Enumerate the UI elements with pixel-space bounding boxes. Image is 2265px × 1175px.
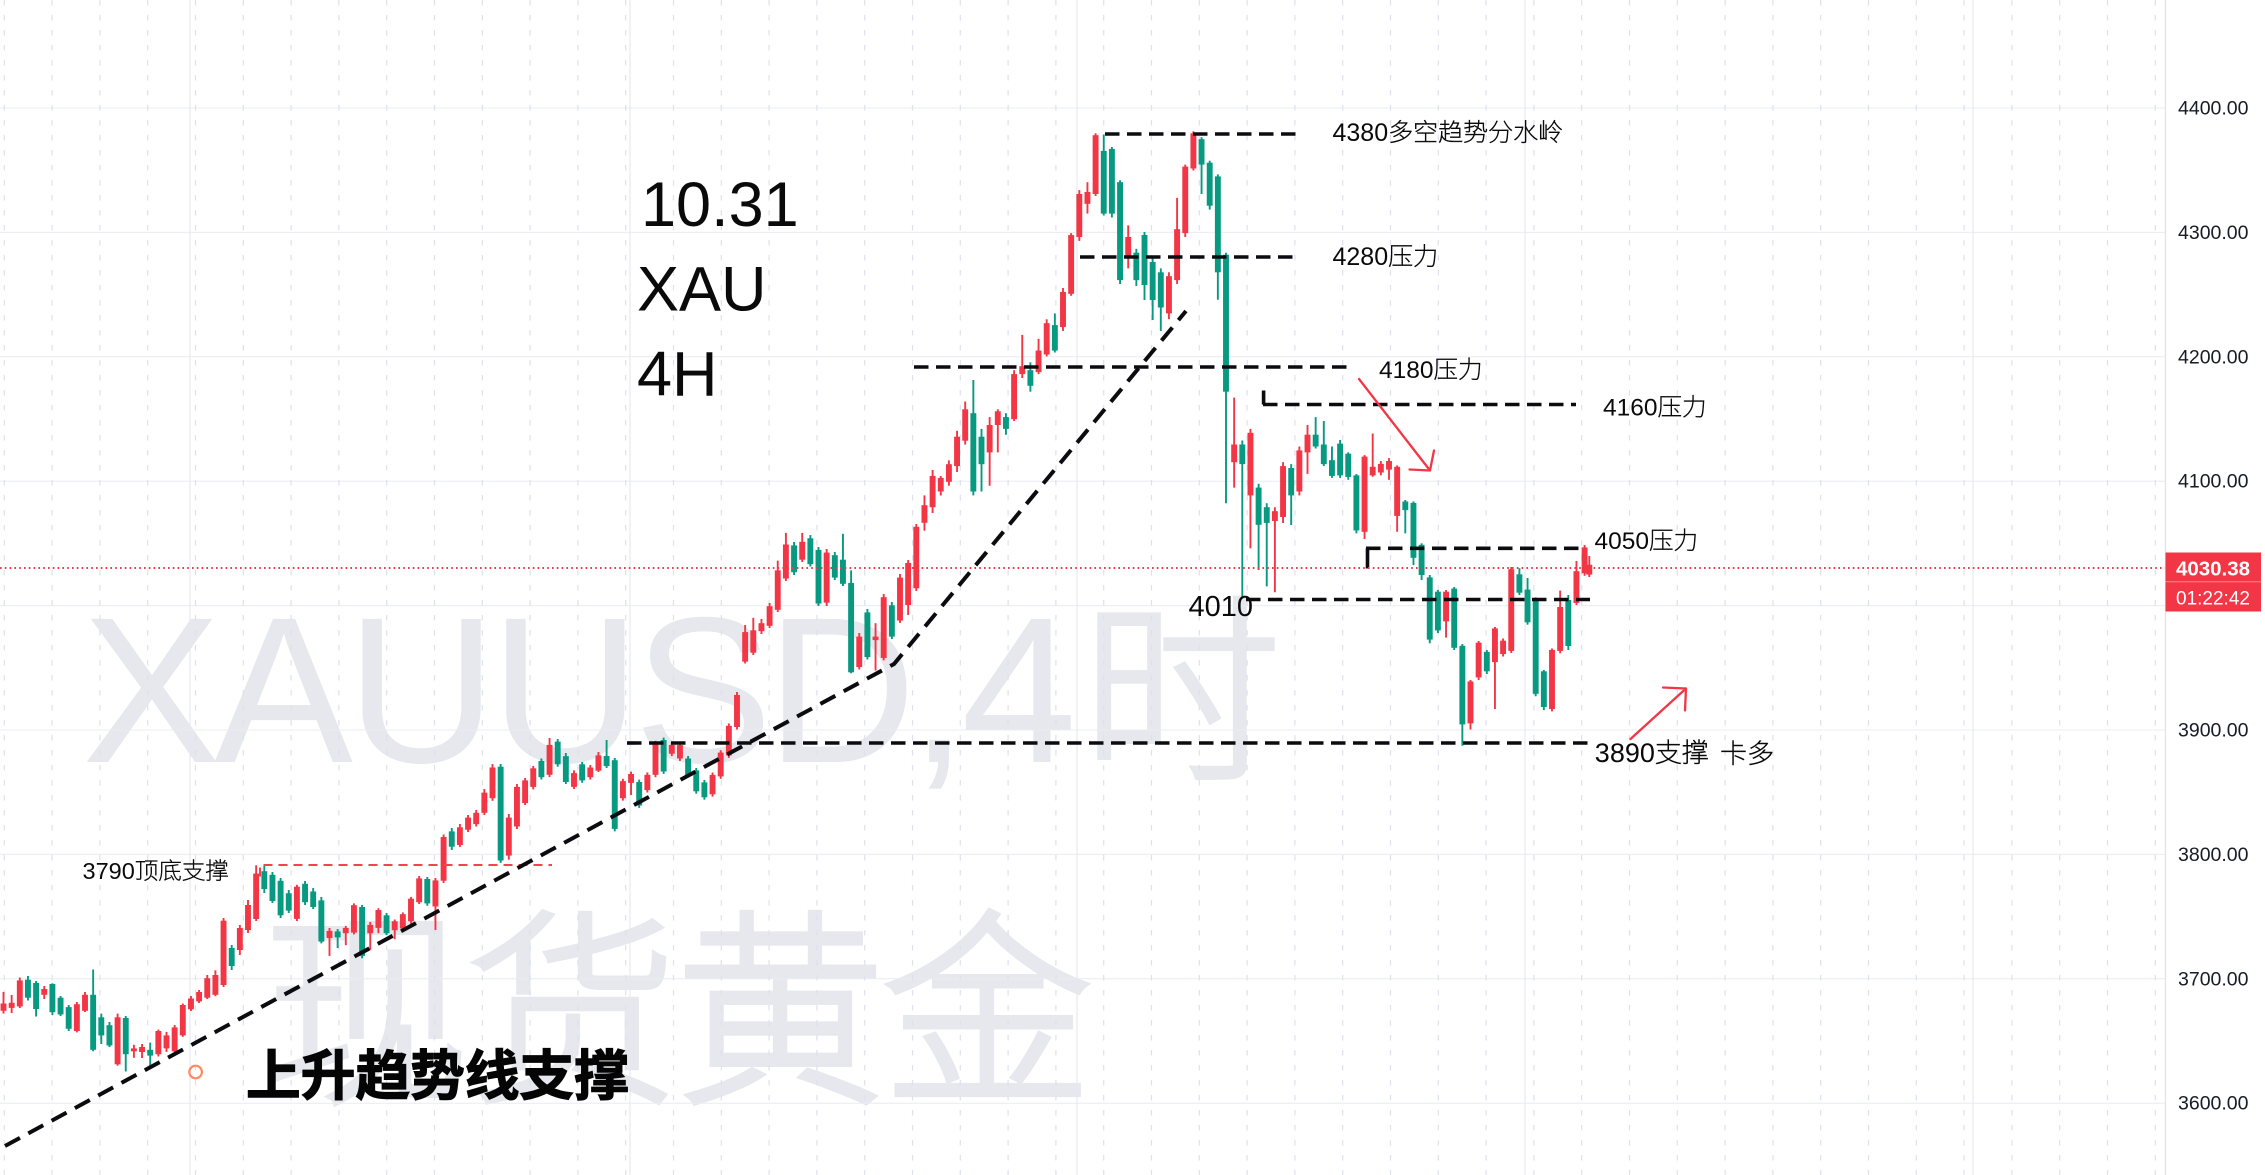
svg-text:4180: 4180 xyxy=(1379,357,1434,384)
svg-text:4300.00: 4300.00 xyxy=(2178,222,2249,244)
svg-text:4400.00: 4400.00 xyxy=(2178,98,2249,120)
svg-text:3900.00: 3900.00 xyxy=(2178,720,2249,742)
svg-text:4030.38: 4030.38 xyxy=(2176,558,2250,581)
svg-text:4050: 4050 xyxy=(1595,528,1650,555)
svg-text:3700.00: 3700.00 xyxy=(2178,968,2249,990)
svg-text:3790: 3790 xyxy=(83,858,135,884)
svg-text:3600.00: 3600.00 xyxy=(2178,1093,2249,1115)
svg-text:4160: 4160 xyxy=(1603,395,1658,422)
svg-text:01:22:42: 01:22:42 xyxy=(2176,589,2250,610)
svg-text:XAUUSD,4: XAUUSD,4 xyxy=(82,575,1071,807)
svg-text:4280: 4280 xyxy=(1333,243,1389,271)
svg-text:3890: 3890 xyxy=(1595,738,1655,768)
svg-text:4100.00: 4100.00 xyxy=(2178,471,2249,493)
svg-text:4010: 4010 xyxy=(1189,591,1254,623)
svg-text:10.31: 10.31 xyxy=(641,170,799,240)
svg-text:4200.00: 4200.00 xyxy=(2178,346,2249,368)
svg-text:3800.00: 3800.00 xyxy=(2178,844,2249,866)
svg-text:4380: 4380 xyxy=(1333,119,1389,147)
svg-text:XAU: XAU xyxy=(637,255,767,325)
svg-text:4H: 4H xyxy=(637,340,718,410)
